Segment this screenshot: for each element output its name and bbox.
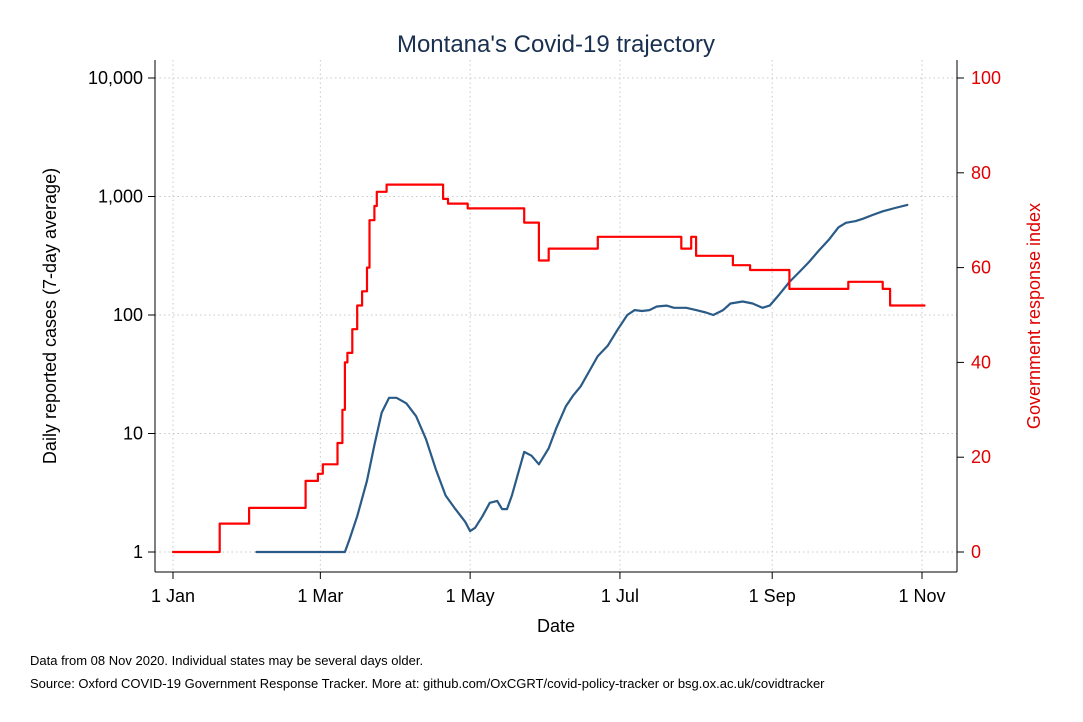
- y-right-tick-label: 80: [971, 163, 991, 183]
- axes: 1 10 100 1,000 10,000 0 20 40 60 80 100 1 Jan 1 Mar 1…: [88, 60, 1001, 606]
- y-right-tick-label: 60: [971, 258, 991, 278]
- footnote-data-date: Data from 08 Nov 2020. Individual states…: [30, 653, 424, 668]
- x-tick-label: 1 May: [446, 586, 495, 606]
- y-left-tick-label: 1,000: [98, 187, 143, 207]
- series-line-response-index: [171, 183, 926, 554]
- y-left-tick-label: 10,000: [88, 68, 143, 88]
- y-left-tick-label: 10: [123, 424, 143, 444]
- series-line-cases: [255, 203, 909, 554]
- y-right-tick-label: 100: [971, 68, 1001, 88]
- chart-text: Montana's Covid-19 trajectory Date Daily…: [40, 31, 1044, 636]
- chart-title: Montana's Covid-19 trajectory: [397, 31, 715, 58]
- y-left-tick-label: 1: [133, 542, 143, 562]
- x-tick-label: 1 Sep: [749, 586, 796, 606]
- y-right-tick-label: 40: [971, 352, 991, 372]
- footnote-source: Source: Oxford COVID-19 Government Respo…: [30, 676, 825, 691]
- grid: [155, 60, 957, 572]
- y-axis-label-right: Government response index: [1024, 203, 1044, 429]
- y-right-tick-label: 0: [971, 542, 981, 562]
- x-axis-label: Date: [537, 616, 575, 636]
- y-axis-label-left: Daily reported cases (7-day average): [40, 168, 60, 464]
- y-right-tick-label: 20: [971, 447, 991, 467]
- x-tick-label: 1 Mar: [297, 586, 343, 606]
- x-tick-label: 1 Nov: [898, 586, 945, 606]
- y-left-tick-label: 100: [113, 305, 143, 325]
- x-tick-label: 1 Jan: [151, 586, 195, 606]
- x-tick-label: 1 Jul: [601, 586, 639, 606]
- series: [171, 183, 926, 554]
